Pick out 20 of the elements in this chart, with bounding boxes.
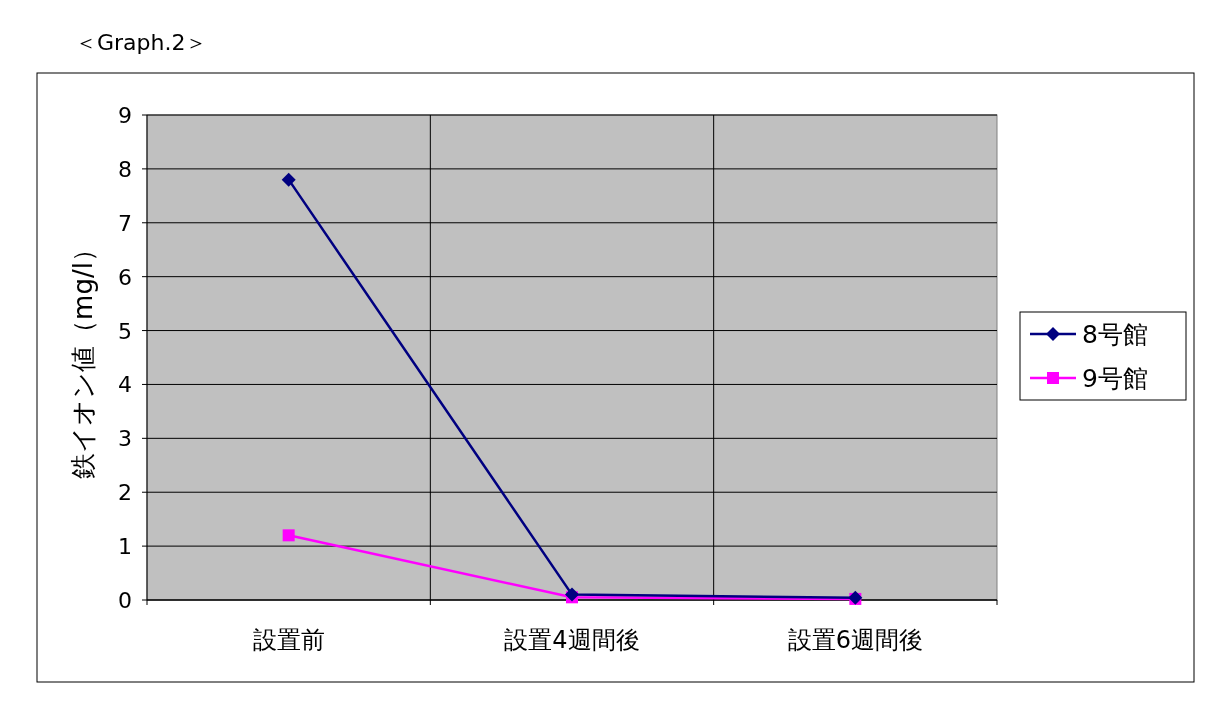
y-tick-label: 6 — [118, 264, 132, 290]
y-tick-label: 1 — [118, 534, 132, 560]
y-tick-label: 9 — [118, 103, 132, 128]
y-tick-label: 5 — [118, 318, 132, 344]
chart-title: ＜Graph.2＞ — [75, 30, 208, 55]
legend-label: 9号館 — [1082, 364, 1148, 393]
point — [281, 172, 296, 187]
x-tick-label: 設置前 — [252, 626, 325, 654]
y-tick-label: 4 — [118, 372, 132, 398]
point — [565, 587, 579, 602]
point — [282, 529, 295, 542]
y-tick-label: 0 — [118, 588, 132, 613]
y-tick-label: 2 — [118, 480, 132, 506]
y-tick-label: 8 — [118, 156, 132, 182]
x-tick-label: 設置4週間後 — [504, 626, 640, 654]
y-axis-title: 鉄イオン値（mg/l） — [68, 236, 98, 479]
y-tick-label: 3 — [118, 426, 132, 452]
y-tick-label: 7 — [118, 210, 132, 236]
legend-label: 8号館 — [1082, 320, 1148, 349]
x-tick-label: 設置6週間後 — [787, 626, 923, 654]
